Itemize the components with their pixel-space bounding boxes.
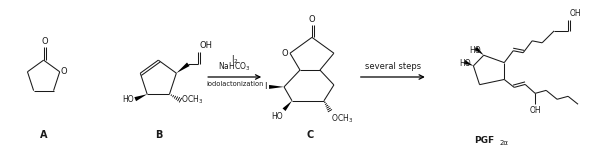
Polygon shape — [474, 47, 484, 55]
Text: iodolactonization: iodolactonization — [206, 81, 263, 87]
Text: HO: HO — [271, 112, 283, 121]
Text: several steps: several steps — [365, 62, 421, 71]
Text: O: O — [309, 15, 315, 24]
Polygon shape — [464, 60, 473, 66]
Text: OCH$_3$: OCH$_3$ — [182, 94, 204, 106]
Text: O: O — [41, 37, 48, 46]
Text: I: I — [264, 82, 267, 91]
Polygon shape — [269, 85, 284, 89]
Text: O: O — [281, 49, 288, 58]
Text: HO: HO — [469, 46, 481, 55]
Polygon shape — [283, 101, 292, 111]
Text: C: C — [306, 131, 314, 140]
Text: OCH$_3$: OCH$_3$ — [331, 113, 353, 125]
Text: OH: OH — [529, 106, 541, 115]
Polygon shape — [135, 94, 147, 101]
Text: OH: OH — [199, 41, 212, 50]
Text: A: A — [40, 131, 47, 140]
Text: HO: HO — [459, 59, 470, 68]
Text: PGF: PGF — [474, 136, 494, 145]
Text: NaHCO$_3$: NaHCO$_3$ — [218, 61, 251, 73]
Polygon shape — [176, 62, 189, 73]
Text: HO: HO — [123, 95, 134, 104]
Text: 2α: 2α — [500, 140, 509, 146]
Text: B: B — [155, 131, 162, 140]
Text: O: O — [61, 67, 67, 76]
Text: I$_2$: I$_2$ — [231, 54, 238, 66]
Text: OH: OH — [569, 9, 581, 18]
